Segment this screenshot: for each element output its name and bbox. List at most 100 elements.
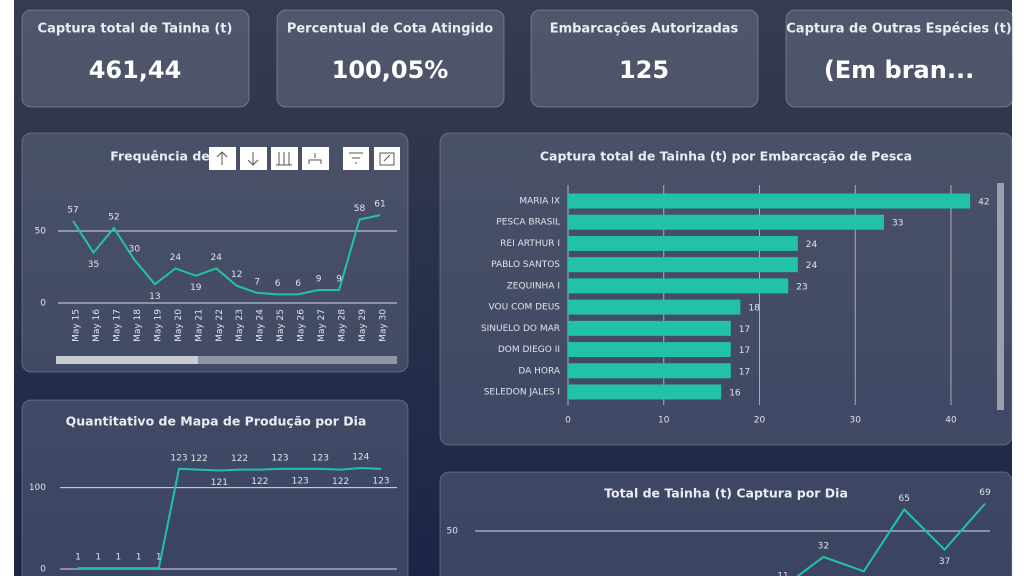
line — [78, 467, 382, 570]
x-tick-label: May 28 — [338, 309, 348, 342]
data-label: 61 — [374, 200, 385, 210]
x-tick-label: May 27 — [317, 309, 327, 342]
data-label: 35 — [88, 260, 99, 270]
icon — [308, 153, 322, 164]
data-label: 124 — [352, 453, 369, 463]
data-label: 1 — [75, 553, 81, 563]
data-label: 57 — [67, 205, 78, 215]
scrollbar[interactable] — [997, 183, 1004, 410]
kpi-title: Captura de Outras Espécies (t) — [786, 22, 1012, 37]
kpi-card — [21, 9, 250, 108]
data-label: 6 — [275, 279, 281, 289]
data-label: 6 — [295, 279, 301, 289]
data-label: 17 — [739, 346, 750, 356]
data-label: 123 — [271, 453, 288, 463]
bar — [568, 384, 722, 400]
data-label: 17 — [739, 367, 750, 377]
data-label: 24 — [806, 240, 818, 250]
x-tick-label: May 21 — [194, 309, 204, 342]
kpi-value: (Em bran... — [824, 56, 974, 84]
bar — [568, 342, 731, 358]
data-label: 123 — [292, 476, 309, 486]
x-tick-label: May 26 — [297, 309, 307, 342]
line — [796, 502, 986, 576]
y-tick-label: 0 — [40, 299, 46, 309]
data-label: 13 — [149, 292, 160, 302]
kpi-card — [530, 9, 759, 108]
data-label: 1 — [136, 553, 142, 563]
kpi-title: Captura total de Tainha (t) — [38, 22, 233, 37]
chart-title: Frequência de — [110, 149, 210, 164]
data-label: 123 — [170, 453, 187, 463]
data-label: 122 — [332, 477, 349, 487]
kpi-value: 100,05% — [332, 56, 449, 84]
x-tick-label: May 20 — [174, 309, 184, 342]
y-tick-label: 50 — [35, 227, 47, 237]
kpi-title: Percentual de Cota Atingido — [287, 22, 493, 37]
data-label: 16 — [729, 388, 741, 398]
x-tick-label: 20 — [754, 416, 766, 426]
x-tick-label: 30 — [850, 416, 862, 426]
category-label: SINUELO DO MAR — [481, 324, 560, 334]
bar — [568, 257, 798, 273]
category-label: PESCA BRASIL — [496, 218, 560, 228]
data-label: 123 — [372, 476, 389, 486]
x-tick-label: 0 — [565, 416, 571, 426]
data-label: 37 — [939, 557, 950, 567]
category-label: REI ARTHUR I — [500, 239, 560, 249]
data-label: 32 — [818, 541, 829, 551]
icon — [216, 151, 228, 165]
icon — [247, 152, 259, 166]
data-label: 19 — [190, 283, 202, 293]
data-label: 24 — [211, 253, 223, 263]
data-label: 17 — [739, 325, 750, 335]
category-label: MARIA IX — [519, 197, 560, 207]
data-label: 122 — [191, 454, 208, 464]
data-label: 33 — [892, 219, 903, 229]
bar — [568, 299, 741, 315]
bar — [568, 278, 789, 294]
data-label: 1 — [95, 553, 101, 563]
kpi-card — [785, 9, 1014, 108]
data-label: 1 — [156, 553, 162, 563]
category-label: SELEDON JALES I — [484, 387, 560, 397]
category-label: PABLO SANTOS — [491, 260, 560, 270]
panel — [439, 471, 1013, 576]
data-label: 52 — [108, 213, 119, 223]
data-label: 9 — [336, 275, 342, 285]
data-label: 30 — [129, 244, 141, 254]
bar — [568, 235, 798, 251]
y-tick-label: 0 — [40, 565, 46, 575]
data-label: 12 — [231, 270, 242, 280]
x-tick-label: May 23 — [235, 309, 245, 342]
background — [14, 0, 1012, 576]
kpi-value: 461,44 — [89, 56, 182, 84]
category-label: VOU COM DEUS — [489, 303, 561, 313]
x-tick-label: 10 — [658, 416, 670, 426]
category-label: DOM DIEGO II — [498, 345, 560, 355]
data-label: 58 — [354, 204, 366, 214]
scrollbar-thumb[interactable] — [56, 356, 198, 364]
data-label: 9 — [316, 275, 322, 285]
x-tick-label: May 18 — [133, 309, 143, 342]
bar — [568, 363, 731, 379]
data-label: 123 — [312, 453, 329, 463]
x-tick-label: May 16 — [92, 309, 102, 342]
data-label: 24 — [170, 253, 182, 263]
toolbar[interactable] — [209, 147, 400, 170]
hierarchy-button[interactable] — [302, 147, 329, 170]
category-label: ZEQUINHA I — [507, 281, 560, 291]
bar — [568, 320, 731, 336]
chart-title: Captura total de Tainha (t) por Embarcaç… — [540, 149, 912, 164]
data-label: 11 — [777, 572, 788, 576]
data-label: 69 — [979, 488, 991, 498]
data-label: 18 — [748, 304, 760, 314]
scrollbar-track[interactable] — [56, 356, 397, 364]
data-label: 24 — [806, 261, 818, 271]
data-label: 7 — [254, 277, 260, 287]
icon — [379, 152, 395, 166]
x-tick-label: May 30 — [379, 309, 389, 342]
data-label: 42 — [978, 198, 989, 208]
